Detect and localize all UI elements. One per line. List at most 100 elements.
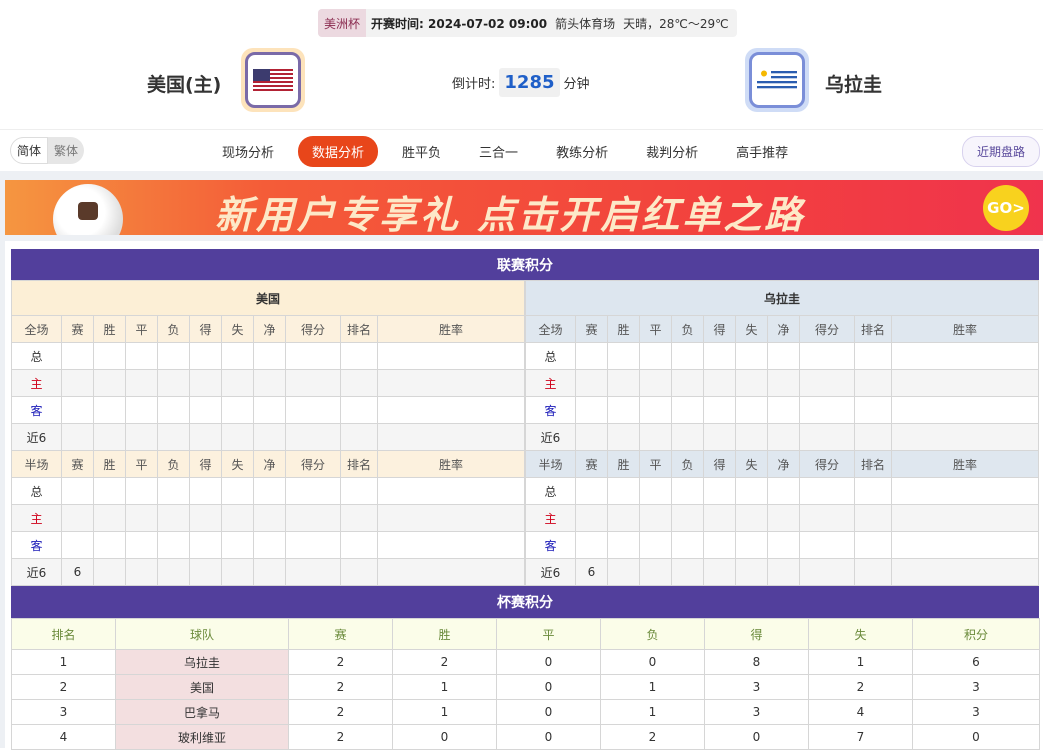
cell — [221, 504, 254, 532]
cell — [93, 558, 126, 586]
cell — [221, 369, 254, 397]
column-header: 失 — [221, 315, 254, 343]
banner-text: 新用户专享礼 点击开启红单之路 — [215, 193, 806, 235]
go-button[interactable]: GO> — [983, 185, 1029, 231]
tab-4[interactable]: 教练分析 — [556, 146, 609, 161]
cell — [61, 396, 94, 424]
cell: 0 — [496, 674, 601, 700]
column-header: 净 — [253, 315, 286, 343]
cell — [854, 558, 892, 586]
cell — [703, 531, 736, 559]
cell — [93, 477, 126, 505]
team-cell[interactable]: 美国 — [115, 674, 289, 700]
cell — [340, 369, 378, 397]
home-team-name[interactable]: 美国(主) — [147, 74, 222, 96]
cell: 0 — [704, 724, 809, 750]
cell: 2 — [288, 699, 393, 725]
cell — [639, 369, 672, 397]
cell — [890, 477, 1040, 505]
away-flag[interactable] — [745, 48, 809, 112]
cell: 1 — [11, 649, 116, 675]
team-cell[interactable]: 乌拉圭 — [115, 649, 289, 675]
recent-odds-button[interactable]: 近期盘路 — [961, 136, 1040, 167]
countdown-value: 1285 — [499, 68, 560, 97]
column-header: 净 — [253, 450, 286, 478]
competition-badge[interactable]: 美洲杯 — [318, 9, 367, 37]
tab-6[interactable]: 高手推荐 — [736, 146, 789, 161]
cell: 8 — [704, 649, 809, 675]
nav-bar: 简体 繁体 现场分析 数据分析 胜平负 三合一 教练分析 裁判分析 高手推荐 近期盘路 — [0, 129, 1043, 171]
analysis-tabs: 现场分析 数据分析 胜平负 三合一 教练分析 裁判分析 高手推荐 — [208, 136, 812, 167]
cell — [61, 342, 94, 370]
cell — [221, 477, 254, 505]
cell — [671, 558, 704, 586]
tab-2[interactable]: 胜平负 — [402, 146, 442, 161]
tab-3[interactable]: 三合一 — [479, 146, 519, 161]
cell — [125, 558, 158, 586]
league-standings-title: 联赛积分 — [11, 249, 1039, 280]
cell — [93, 504, 126, 532]
full-header-row: 全场赛胜平负得失净得分 排名 胜率 — [11, 315, 526, 343]
cell — [157, 342, 190, 370]
cell — [607, 396, 640, 424]
cell — [340, 423, 378, 451]
away-team-header: 乌拉圭 — [524, 280, 1040, 316]
row-label: 客 — [11, 531, 62, 559]
cell — [639, 342, 672, 370]
cell — [854, 342, 892, 370]
table-row: 近6 — [525, 423, 1040, 451]
column-header: 全场 — [11, 315, 62, 343]
cell — [253, 477, 286, 505]
cell — [253, 531, 286, 559]
lang-simplified[interactable]: 简体 — [10, 137, 49, 164]
team-cell[interactable]: 玻利维亚 — [115, 724, 289, 750]
usa-flag-icon — [253, 69, 293, 91]
cell — [189, 477, 222, 505]
row-label: 主 — [11, 504, 62, 532]
cell — [767, 369, 800, 397]
away-team-name[interactable]: 乌拉圭 — [825, 74, 883, 96]
column-header: 净 — [767, 450, 800, 478]
table-row: 2 美国 2 1 0 1 3 2 3 — [11, 674, 1040, 700]
table-row: 主 — [11, 504, 526, 532]
tab-1[interactable]: 数据分析 — [298, 136, 379, 167]
cell — [890, 369, 1040, 397]
home-flag[interactable] — [241, 48, 305, 112]
cell — [767, 558, 800, 586]
cell — [735, 423, 768, 451]
cell — [799, 396, 855, 424]
column-header: 排名 — [854, 315, 892, 343]
cell — [253, 369, 286, 397]
cell — [376, 423, 526, 451]
table-row: 客 — [11, 396, 526, 424]
cell — [799, 342, 855, 370]
cell — [703, 477, 736, 505]
column-header: 赛 — [575, 315, 608, 343]
row-label: 近6 — [11, 558, 62, 586]
cell — [767, 423, 800, 451]
cell — [93, 423, 126, 451]
cell — [157, 396, 190, 424]
column-header: 赛 — [61, 450, 94, 478]
lang-traditional[interactable]: 繁体 — [54, 144, 79, 158]
promo-banner[interactable]: 新用户专享礼 点击开启红单之路 GO> — [5, 180, 1043, 235]
table-row: 客 — [525, 531, 1040, 559]
home-team-header: 美国 — [10, 280, 526, 316]
countdown-label: 倒计时: — [452, 77, 496, 92]
cell: 0 — [496, 649, 601, 675]
team-cell[interactable]: 巴拿马 — [115, 699, 289, 725]
cell: 0 — [496, 724, 601, 750]
football-icon — [53, 184, 123, 235]
cell: 7 — [808, 724, 913, 750]
cell — [340, 504, 378, 532]
column-header: 球队 — [115, 618, 289, 650]
tab-5[interactable]: 裁判分析 — [646, 146, 699, 161]
cell — [799, 477, 855, 505]
column-header: 胜 — [392, 618, 497, 650]
column-header: 胜率 — [376, 450, 526, 478]
column-header: 胜 — [607, 450, 640, 478]
tab-0[interactable]: 现场分析 — [222, 146, 275, 161]
cell: 3 — [912, 699, 1040, 725]
cell — [189, 504, 222, 532]
table-row: 总 — [11, 477, 526, 505]
